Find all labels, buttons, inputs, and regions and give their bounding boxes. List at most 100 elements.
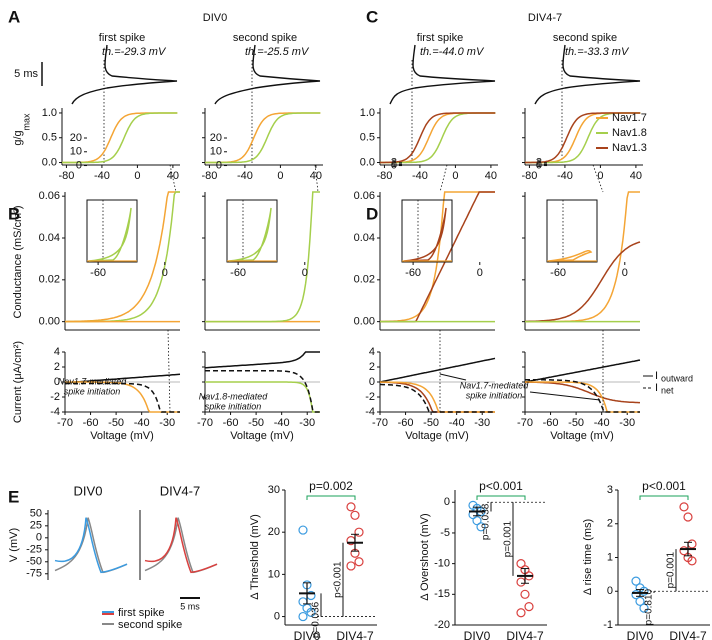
x-tick-label: -50 [248, 417, 264, 429]
y-tick-label: 0 [54, 376, 60, 388]
x-tick-label: -40 [449, 417, 465, 429]
x-tick-label: 0 [477, 267, 483, 279]
y-axis-label: g/g [12, 130, 24, 145]
x-tick-label: -70 [517, 417, 533, 429]
y-tick-label: -20 [434, 619, 450, 631]
curve [65, 191, 180, 323]
x-axis-label: Voltage (mV) [550, 430, 614, 442]
curve [525, 379, 640, 413]
threshold-label: th.=-25.5 mV [245, 46, 310, 58]
curve [525, 241, 641, 323]
data-point [635, 596, 645, 606]
trace [144, 517, 218, 574]
y-tick-label: -2 [365, 391, 375, 403]
x-tick-label: -80 [376, 170, 392, 182]
annotation: Nav1.7-mediated [58, 376, 128, 386]
guide-line [167, 329, 171, 413]
category-label: DIV4-7 [669, 629, 707, 640]
y-tick-label: 0.04 [354, 232, 375, 244]
trace [54, 517, 128, 574]
x-tick-label: -60 [398, 417, 414, 429]
y-tick-label: 0.00 [354, 316, 375, 328]
y-tick-label: 0.06 [39, 190, 60, 202]
x-tick-label: 0 [302, 267, 308, 279]
column-title: first spike [417, 32, 463, 44]
y-tick-label: 0.02 [354, 274, 375, 286]
y-tick-label: -15 [434, 588, 450, 600]
x-axis-label: Voltage (mV) [90, 430, 154, 442]
x-tick-label: -60 [83, 417, 99, 429]
y-tick-label: -5 [440, 527, 450, 539]
y-tick-label: 10 [70, 146, 82, 158]
inset-loop [548, 250, 593, 262]
panel-label: D [366, 204, 378, 223]
trace [54, 517, 128, 574]
curve [62, 112, 178, 164]
x-tick-label: -40 [274, 417, 290, 429]
trace [144, 517, 218, 574]
y-tick-label: 2 [607, 518, 613, 530]
data-point [306, 607, 316, 617]
x-tick-label: 0 [162, 267, 168, 279]
panel-label: B [8, 204, 20, 223]
y-axis-label: V (mV) [8, 528, 20, 562]
spike-trace [534, 44, 641, 105]
x-tick-label: -60 [230, 267, 246, 279]
spike-trace [214, 44, 321, 105]
inset-frame [401, 199, 453, 263]
curve [205, 191, 320, 323]
annotation: Nav1.8-mediated [199, 391, 269, 401]
p-value: p=0.810 [644, 588, 655, 625]
y-tick-label: 0 [216, 159, 222, 171]
annotation-arrow [439, 373, 467, 381]
y-tick-label: 0 [76, 159, 82, 171]
annotation-arrow [529, 391, 601, 401]
data-point [639, 603, 649, 613]
x-tick-label: 40 [167, 170, 179, 182]
column-title: second spike [553, 32, 617, 44]
x-tick-label: -80 [521, 170, 537, 182]
y-tick-label: 0.06 [354, 190, 375, 202]
x-tick-label: -70 [57, 417, 73, 429]
y-tick-label: -4 [50, 406, 60, 418]
data-point [524, 601, 534, 612]
data-point [516, 608, 526, 618]
category-label: DIV0 [627, 629, 654, 640]
column-title: second spike [233, 32, 297, 44]
y-tick-label: 0.04 [39, 232, 60, 244]
curve [205, 370, 320, 413]
legend-label: first spike [118, 607, 164, 619]
data-point [679, 502, 689, 512]
p-value: p=0.036 [311, 601, 322, 638]
y-axis-label: Δ Overshoot (mV) [419, 513, 431, 600]
data-point [631, 576, 641, 586]
y-tick-label: -4 [365, 406, 375, 418]
y-axis-label: Δ rise time (ms) [582, 519, 594, 595]
x-axis-label: Voltage (mV) [230, 430, 294, 442]
inset-loop [228, 207, 272, 262]
x-tick-label: -40 [557, 170, 573, 182]
y-tick-label: -10 [434, 558, 450, 570]
y-tick-label: 4 [54, 346, 60, 358]
y-tick-label: 1 [536, 158, 542, 170]
x-tick-label: -60 [405, 267, 421, 279]
x-tick-label: -30 [159, 417, 175, 429]
y-tick-label: 2 [54, 361, 60, 373]
p-value: p=0.001 [503, 520, 514, 557]
data-point [476, 522, 486, 532]
curve [205, 112, 321, 164]
y-tick-label: 2 [369, 361, 375, 373]
legend-label: outward [661, 373, 693, 383]
y-tick-label: 30 [268, 484, 280, 496]
y-tick-label: 20 [210, 132, 222, 144]
spike-trace [71, 44, 178, 105]
y-tick-label: 0.5 [360, 132, 375, 144]
y-tick-label: 50 [30, 508, 42, 520]
x-tick-label: 0 [452, 170, 458, 182]
x-tick-label: 40 [485, 170, 497, 182]
y-tick-label: 0.0 [360, 156, 375, 168]
y-tick-label: 1 [607, 551, 613, 563]
p-value: p=0.002 [309, 479, 353, 493]
data-point [298, 611, 308, 622]
data-point [354, 527, 364, 537]
